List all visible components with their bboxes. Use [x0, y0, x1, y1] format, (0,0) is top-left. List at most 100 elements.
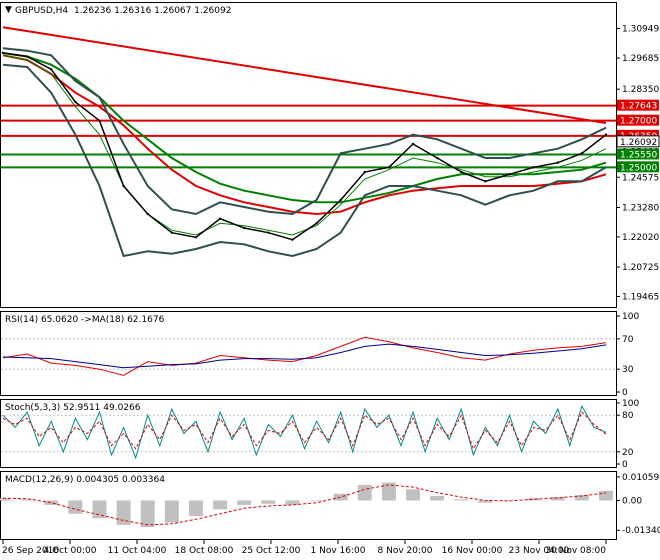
rsi-axis-tick-label: 100 [622, 312, 639, 322]
price-line [2, 52, 607, 241]
stoch-axis-tick-label: 0 [622, 460, 628, 470]
price-point [532, 166, 535, 169]
macd-bar [309, 500, 324, 501]
stoch-axis-tick-label: 80 [622, 411, 634, 421]
macd-axis-tick-label: 0.00 [622, 496, 642, 506]
stoch-plot: 100 80 20 0 [1, 399, 639, 470]
rsi-axis-tick-label: 70 [622, 335, 634, 345]
macd-bar [189, 500, 203, 516]
price-axis-tick-label: 1.22020 [622, 233, 659, 243]
macd-bar [406, 489, 420, 501]
macd-bar [454, 499, 469, 501]
price-point [460, 170, 463, 174]
price-point [267, 231, 270, 234]
price-point [146, 212, 149, 216]
rsi-axis-tick-label: 0 [622, 388, 628, 398]
price-axis-tick-label: 1.24575 [622, 173, 659, 183]
macd-bar [285, 500, 300, 505]
macd-bar [164, 500, 179, 523]
x-tick-label: 16 Nov 00:00 [442, 546, 503, 556]
current-price-box [616, 135, 660, 148]
macd-bar [574, 494, 589, 501]
price-point [387, 166, 391, 169]
x-tick-label: 26 Sep 2016 [2, 546, 59, 556]
macd-bar [68, 500, 83, 514]
x-tick-label: 4 Oct 00:00 [44, 546, 97, 556]
price-title-symbol: GBPUSD,H4 [15, 6, 68, 16]
x-tick-label: 30 Nov 08:00 [545, 546, 606, 556]
macd-plot: 0.010594 0.00 -0.013407 [0, 473, 660, 536]
bollinger-lower [2, 63, 607, 258]
symbol-icon: ▼ [5, 5, 12, 15]
level-label: 1.25550 [620, 151, 657, 161]
price-point [194, 236, 198, 239]
x-tick-label: 8 Nov 20:00 [378, 546, 433, 556]
macd-bar [92, 500, 107, 519]
macd-bar [550, 497, 565, 501]
macd-bar [478, 500, 493, 503]
price-point [363, 170, 366, 174]
macd-bar [20, 499, 35, 501]
macd-bar [381, 482, 396, 501]
macd-bar [44, 500, 59, 505]
price-axis-tick-label: 1.29685 [622, 54, 659, 64]
macd-bar [261, 500, 276, 504]
moving-average-green [2, 52, 607, 204]
price-axis-tick-label: 1.28350 [622, 85, 659, 95]
price-axis-tick-label: 1.23280 [622, 203, 659, 213]
price-point [98, 119, 101, 122]
rsi-title: RSI(14) 65.0620 ->MA(18) 62.1676 [5, 315, 165, 325]
macd-bar [140, 500, 155, 528]
x-tick-label: 11 Oct 04:00 [108, 546, 167, 556]
price-point [1, 51, 5, 55]
price-point [218, 217, 222, 220]
level-label-box [617, 129, 659, 141]
price-point [170, 231, 174, 234]
price-point [411, 142, 415, 146]
level-label-box [617, 99, 659, 111]
x-tick-label: 18 Oct 08:00 [175, 546, 234, 556]
price-point [484, 180, 487, 183]
macd-bar [116, 500, 131, 525]
rsi-plot: 100 70 30 0 [1, 312, 639, 398]
macd-bar [213, 500, 228, 510]
moving-average-red [2, 54, 607, 216]
stoch-axis-tick-label: 20 [622, 448, 634, 458]
price-point [556, 161, 559, 164]
macd-axis-tick-label: -0.013407 [622, 526, 660, 536]
level-label-box [617, 161, 659, 173]
macd-axis-tick-label: 0.010594 [622, 473, 660, 483]
price-plot: 1.309491.296851.283501.270151.256801.245… [1, 25, 660, 302]
price-point [50, 68, 53, 71]
macd-bar [599, 490, 613, 501]
price-point [339, 198, 342, 202]
x-tick-label: 25 Oct 12:00 [242, 546, 301, 556]
price-title-ohlc: 1.26236 1.26316 1.26067 1.26092 [74, 6, 231, 16]
macd-signal-line [2, 484, 607, 526]
price-point [435, 156, 439, 160]
price-axis-tick-label: 1.19465 [622, 292, 659, 302]
stoch-signal-line [2, 411, 607, 450]
stoch-title: Stoch(5,3,3) 52.9511 49.0266 [5, 403, 141, 413]
macd-bar [526, 498, 541, 501]
macd-bar [333, 493, 348, 501]
price-point [25, 55, 29, 58]
x-tick-label: 1 Nov 16:00 [311, 546, 366, 556]
macd-bar [237, 500, 252, 505]
stoch-axis-tick-label: 100 [622, 399, 639, 409]
price-point [122, 184, 125, 188]
macd-bar [502, 500, 517, 501]
price-point [291, 238, 294, 241]
level-label-box [617, 114, 659, 126]
stoch-panel [0, 399, 617, 468]
price-axis-tick-label: 1.30949 [622, 25, 659, 35]
level-label: 1.27000 [620, 117, 657, 127]
x-tick-label: 23 Nov 04:00 [509, 546, 570, 556]
rsi-axis-tick-label: 30 [622, 365, 634, 375]
macd-bar [0, 498, 10, 501]
macd-bar [357, 484, 372, 501]
price-point [74, 100, 77, 104]
level-label: 1.27643 [620, 102, 657, 112]
level-label: 1.25000 [620, 163, 657, 173]
